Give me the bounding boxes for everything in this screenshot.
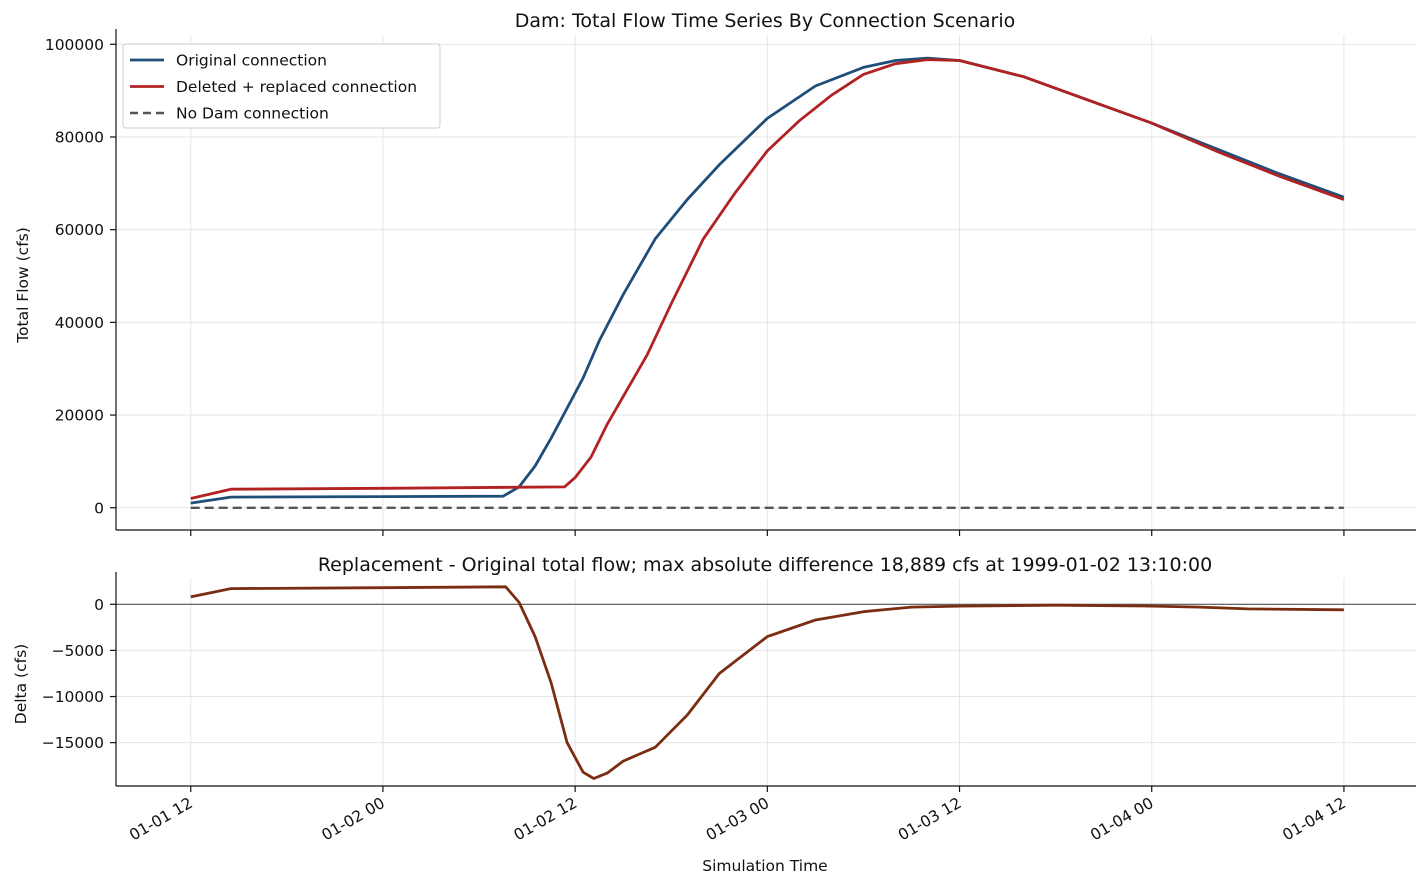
top-ytick-label: 20000	[55, 407, 104, 425]
x-tick-label: 01-01 12	[126, 794, 195, 844]
bottom-chart-title: Replacement - Original total flow; max a…	[318, 554, 1212, 576]
legend-label-1: Deleted + replaced connection	[176, 78, 417, 96]
x-tick-label: 01-03 00	[703, 794, 772, 844]
top-series-line-1	[190, 58, 1345, 500]
bottom-chart-axes: 0 −5000 −10000 −15000 01-01 12 01-02 00 01-02 …	[42, 572, 1416, 844]
top-chart-axes: 0 20000 40000 60000 80000 100000	[45, 29, 1416, 536]
bottom-chart-grid	[116, 578, 1416, 786]
top-chart-title: Dam: Total Flow Time Series By Connectio…	[515, 10, 1016, 32]
bottom-series-line-0	[190, 585, 1344, 780]
top-ytick-label: 60000	[55, 221, 104, 239]
x-tick-label: 01-02 00	[319, 794, 388, 844]
top-chart-series	[190, 56, 1345, 509]
legend-label-0: Original connection	[176, 52, 327, 70]
bottom-chart-series	[116, 585, 1416, 780]
top-y-axis-label: Total Flow (cfs)	[14, 227, 32, 344]
top-ytick-label: 40000	[55, 314, 104, 332]
bottom-ytick-label: −15000	[42, 734, 104, 752]
x-tick-label: 01-04 12	[1280, 794, 1349, 844]
legend-label-2: No Dam connection	[176, 105, 329, 123]
x-axis-label: Simulation Time	[702, 857, 827, 875]
top-chart-grid	[116, 35, 1416, 530]
top-ytick-label: 100000	[45, 36, 104, 54]
x-tick-label: 01-03 12	[895, 794, 964, 844]
legend-box	[122, 43, 441, 129]
x-tick-label: 01-04 00	[1087, 794, 1156, 844]
top-ytick-label: 80000	[55, 128, 104, 146]
bottom-ytick-label: −10000	[42, 688, 104, 706]
bottom-ytick-label: −5000	[52, 642, 104, 660]
top-chart-legend: Original connection Deleted + replaced co…	[122, 43, 441, 129]
bottom-y-axis-label: Delta (cfs)	[12, 644, 30, 724]
top-ytick-label: 0	[94, 499, 104, 517]
x-tick-label: 01-02 12	[511, 794, 580, 844]
bottom-ytick-label: 0	[94, 596, 104, 614]
